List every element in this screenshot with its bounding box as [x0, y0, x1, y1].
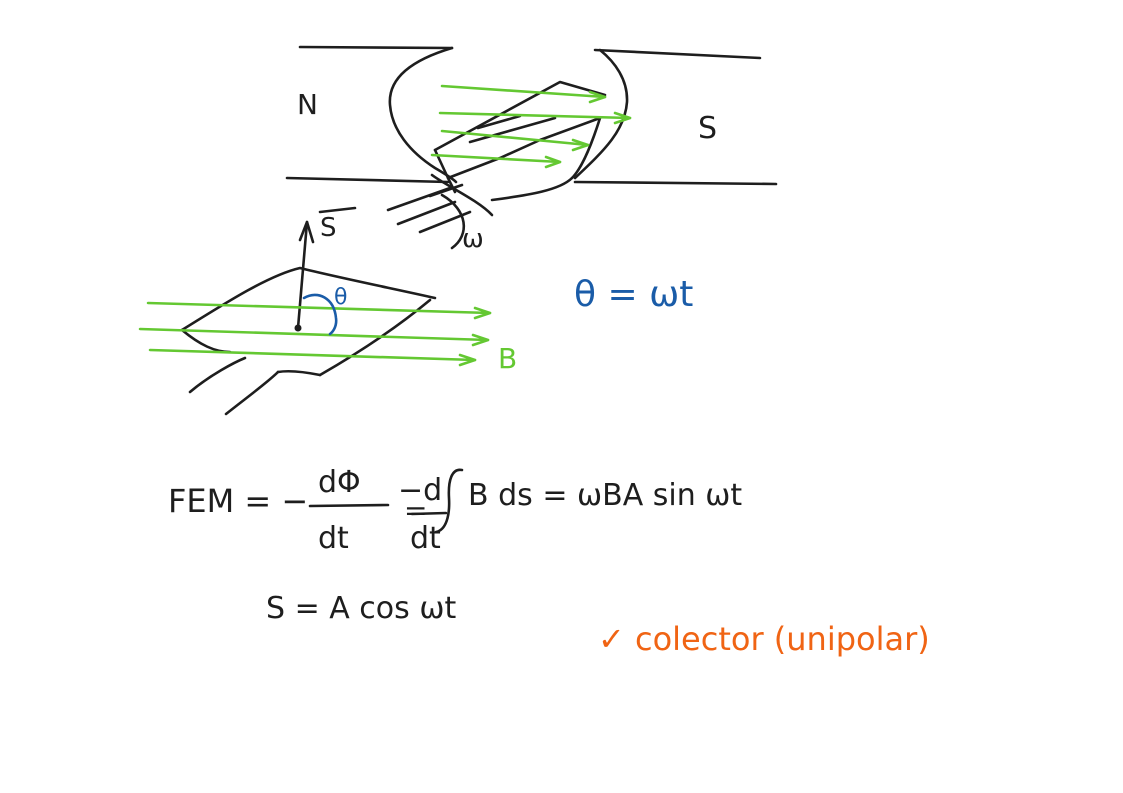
formula-frac1-denominator: dt — [318, 521, 349, 556]
formula-frac2-numerator: −d — [398, 473, 442, 508]
rotor-coil — [430, 80, 607, 217]
angle-label: θ — [334, 285, 347, 310]
formula-equals: = — [404, 494, 427, 527]
formula-integrand: B ds = ωBA sin ωt — [468, 478, 742, 513]
surface-vector-arrow — [294, 220, 315, 332]
formula-lhs: FEM = − — [168, 482, 308, 520]
formula-frac2-denominator: dt — [410, 521, 441, 556]
south-pole-label: S — [698, 111, 717, 146]
magnet-south-pole — [573, 48, 778, 186]
angle-relation: θ = ωt — [574, 274, 693, 315]
rotation-arrow — [440, 193, 466, 250]
formula-frac2-bar — [410, 511, 448, 516]
angle-arc — [302, 293, 338, 336]
surface-relation: S = A cos ωt — [266, 591, 456, 626]
surface-vector-label: S — [320, 213, 337, 243]
integral-sign — [434, 468, 464, 534]
formula-frac1-bar — [308, 503, 390, 508]
surface-vector-overline — [318, 206, 357, 214]
collector-note: ✓ colector (unipolar) — [598, 620, 930, 658]
north-pole-label: N — [297, 88, 318, 121]
field-label: B — [498, 342, 517, 375]
omega-label: ω — [462, 224, 484, 254]
loop-plate — [180, 266, 437, 416]
formula-frac1-numerator: dΦ — [318, 465, 361, 500]
faraday-formula: FEM = − dΦ dt = −d dt B ds = ωBA sin ωt — [168, 465, 742, 556]
rotor-field-lines — [430, 84, 632, 169]
loop-field-lines — [138, 301, 492, 367]
